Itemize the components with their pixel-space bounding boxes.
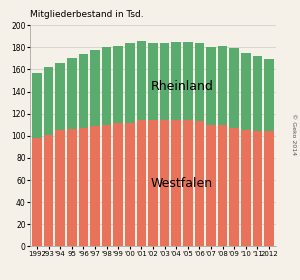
- Bar: [183, 42, 193, 120]
- Bar: [206, 125, 216, 246]
- Bar: [56, 63, 65, 130]
- Bar: [32, 138, 42, 246]
- Bar: [125, 43, 135, 123]
- Bar: [79, 54, 88, 128]
- Bar: [253, 56, 262, 131]
- Bar: [160, 43, 169, 120]
- Bar: [136, 41, 146, 120]
- Text: Rheinland: Rheinland: [151, 80, 213, 92]
- Bar: [79, 128, 88, 246]
- Bar: [241, 130, 250, 246]
- Bar: [218, 125, 227, 246]
- Bar: [44, 67, 53, 135]
- Bar: [230, 128, 239, 246]
- Bar: [195, 43, 204, 122]
- Bar: [102, 125, 111, 246]
- Bar: [183, 120, 193, 246]
- Bar: [67, 59, 76, 129]
- Bar: [113, 123, 123, 246]
- Bar: [160, 120, 169, 246]
- Bar: [241, 53, 250, 130]
- Bar: [172, 120, 181, 246]
- Bar: [67, 129, 76, 246]
- Bar: [253, 131, 262, 246]
- Bar: [113, 46, 123, 123]
- Bar: [102, 47, 111, 125]
- Bar: [230, 48, 239, 128]
- Bar: [206, 47, 216, 125]
- Bar: [264, 59, 274, 131]
- Text: Mitgliederbestand in Tsd.: Mitgliederbestand in Tsd.: [30, 10, 144, 18]
- Text: Westfalen: Westfalen: [151, 177, 213, 190]
- Bar: [32, 73, 42, 138]
- Bar: [44, 135, 53, 246]
- Bar: [148, 43, 158, 120]
- Bar: [264, 131, 274, 246]
- Bar: [218, 46, 227, 125]
- Bar: [136, 120, 146, 246]
- Bar: [148, 120, 158, 246]
- Bar: [125, 123, 135, 246]
- Bar: [90, 50, 100, 126]
- Bar: [90, 126, 100, 246]
- Bar: [195, 122, 204, 246]
- Text: © Geko 2014: © Geko 2014: [290, 113, 296, 155]
- Bar: [172, 42, 181, 120]
- Bar: [56, 130, 65, 246]
